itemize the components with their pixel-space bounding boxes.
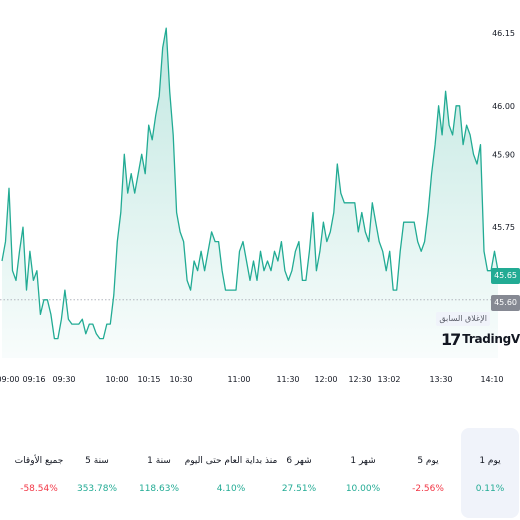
period-7[interactable]: جميع الأوقات -58.54% bbox=[10, 428, 68, 518]
period-4[interactable]: منذ بداية العام حتى اليوم 4.10% bbox=[171, 428, 291, 518]
period-value: 4.10% bbox=[216, 484, 246, 494]
period-value: -58.54% bbox=[20, 484, 58, 494]
x-tick-label: 10:00 bbox=[105, 375, 128, 384]
price-area-fill bbox=[2, 28, 498, 358]
x-tick-label: 13:02 bbox=[377, 375, 400, 384]
current-price-tag: 45.65 bbox=[491, 267, 520, 284]
tradingview-logo-icon: 17 bbox=[441, 329, 461, 349]
period-label: 1 يوم bbox=[479, 456, 501, 466]
y-tick-label: 46.15 bbox=[492, 29, 515, 38]
period-value: 353.78% bbox=[76, 484, 118, 494]
price-line bbox=[1, 27, 499, 340]
period-6[interactable]: 5 سنة 353.78% bbox=[68, 428, 126, 518]
x-tick-label: 14:10 bbox=[480, 375, 503, 384]
y-tick-label: 45.90 bbox=[492, 150, 515, 159]
period-1[interactable]: 5 يوم -2.56% bbox=[399, 428, 457, 518]
x-tick-label: 11:30 bbox=[276, 375, 299, 384]
period-value: 10.00% bbox=[345, 484, 381, 494]
x-tick-label: 09:16 bbox=[22, 375, 45, 384]
period-label: 5 يوم bbox=[417, 456, 439, 466]
period-5[interactable]: 1 سنة 118.63% bbox=[130, 428, 188, 518]
period-3[interactable]: 6 شهر 27.51% bbox=[270, 428, 328, 518]
x-tick-label: 13:30 bbox=[429, 375, 452, 384]
tradingview-logo[interactable]: 17 TradingView bbox=[441, 328, 520, 350]
period-label: 1 شهر bbox=[350, 456, 376, 466]
period-label: 1 سنة bbox=[147, 456, 171, 466]
x-tick-label: 10:15 bbox=[137, 375, 160, 384]
x-tick-label: 10:30 bbox=[169, 375, 192, 384]
period-label: جميع الأوقات bbox=[14, 456, 64, 466]
period-0[interactable]: 1 يوم 0.11% bbox=[461, 428, 519, 518]
y-tick-label: 46.00 bbox=[492, 102, 515, 111]
period-value: 118.63% bbox=[138, 484, 180, 494]
period-value: -2.56% bbox=[412, 484, 444, 494]
x-tick-label: 11:00 bbox=[227, 375, 250, 384]
x-tick-label: 09:00 bbox=[0, 375, 20, 384]
period-label: 6 شهر bbox=[286, 456, 312, 466]
tradingview-logo-text: TradingView bbox=[462, 332, 520, 346]
previous-close-price-tag: 45.60 bbox=[491, 294, 520, 311]
x-tick-label: 12:30 bbox=[348, 375, 371, 384]
performance-periods: 1 يوم 0.11% 5 يوم -2.56% 1 شهر 10.00% 6 شهر 27.… bbox=[0, 428, 520, 518]
x-tick-label: 12:00 bbox=[314, 375, 337, 384]
period-2[interactable]: 1 شهر 10.00% bbox=[334, 428, 392, 518]
period-label: منذ بداية العام حتى اليوم bbox=[184, 456, 278, 466]
previous-close-label: الإغلاق السابق bbox=[436, 311, 490, 326]
period-label: 5 سنة bbox=[85, 456, 109, 466]
y-tick-label: 45.75 bbox=[492, 223, 515, 232]
period-value: 0.11% bbox=[475, 484, 505, 494]
x-tick-label: 09:30 bbox=[52, 375, 75, 384]
period-value: 27.51% bbox=[281, 484, 317, 494]
